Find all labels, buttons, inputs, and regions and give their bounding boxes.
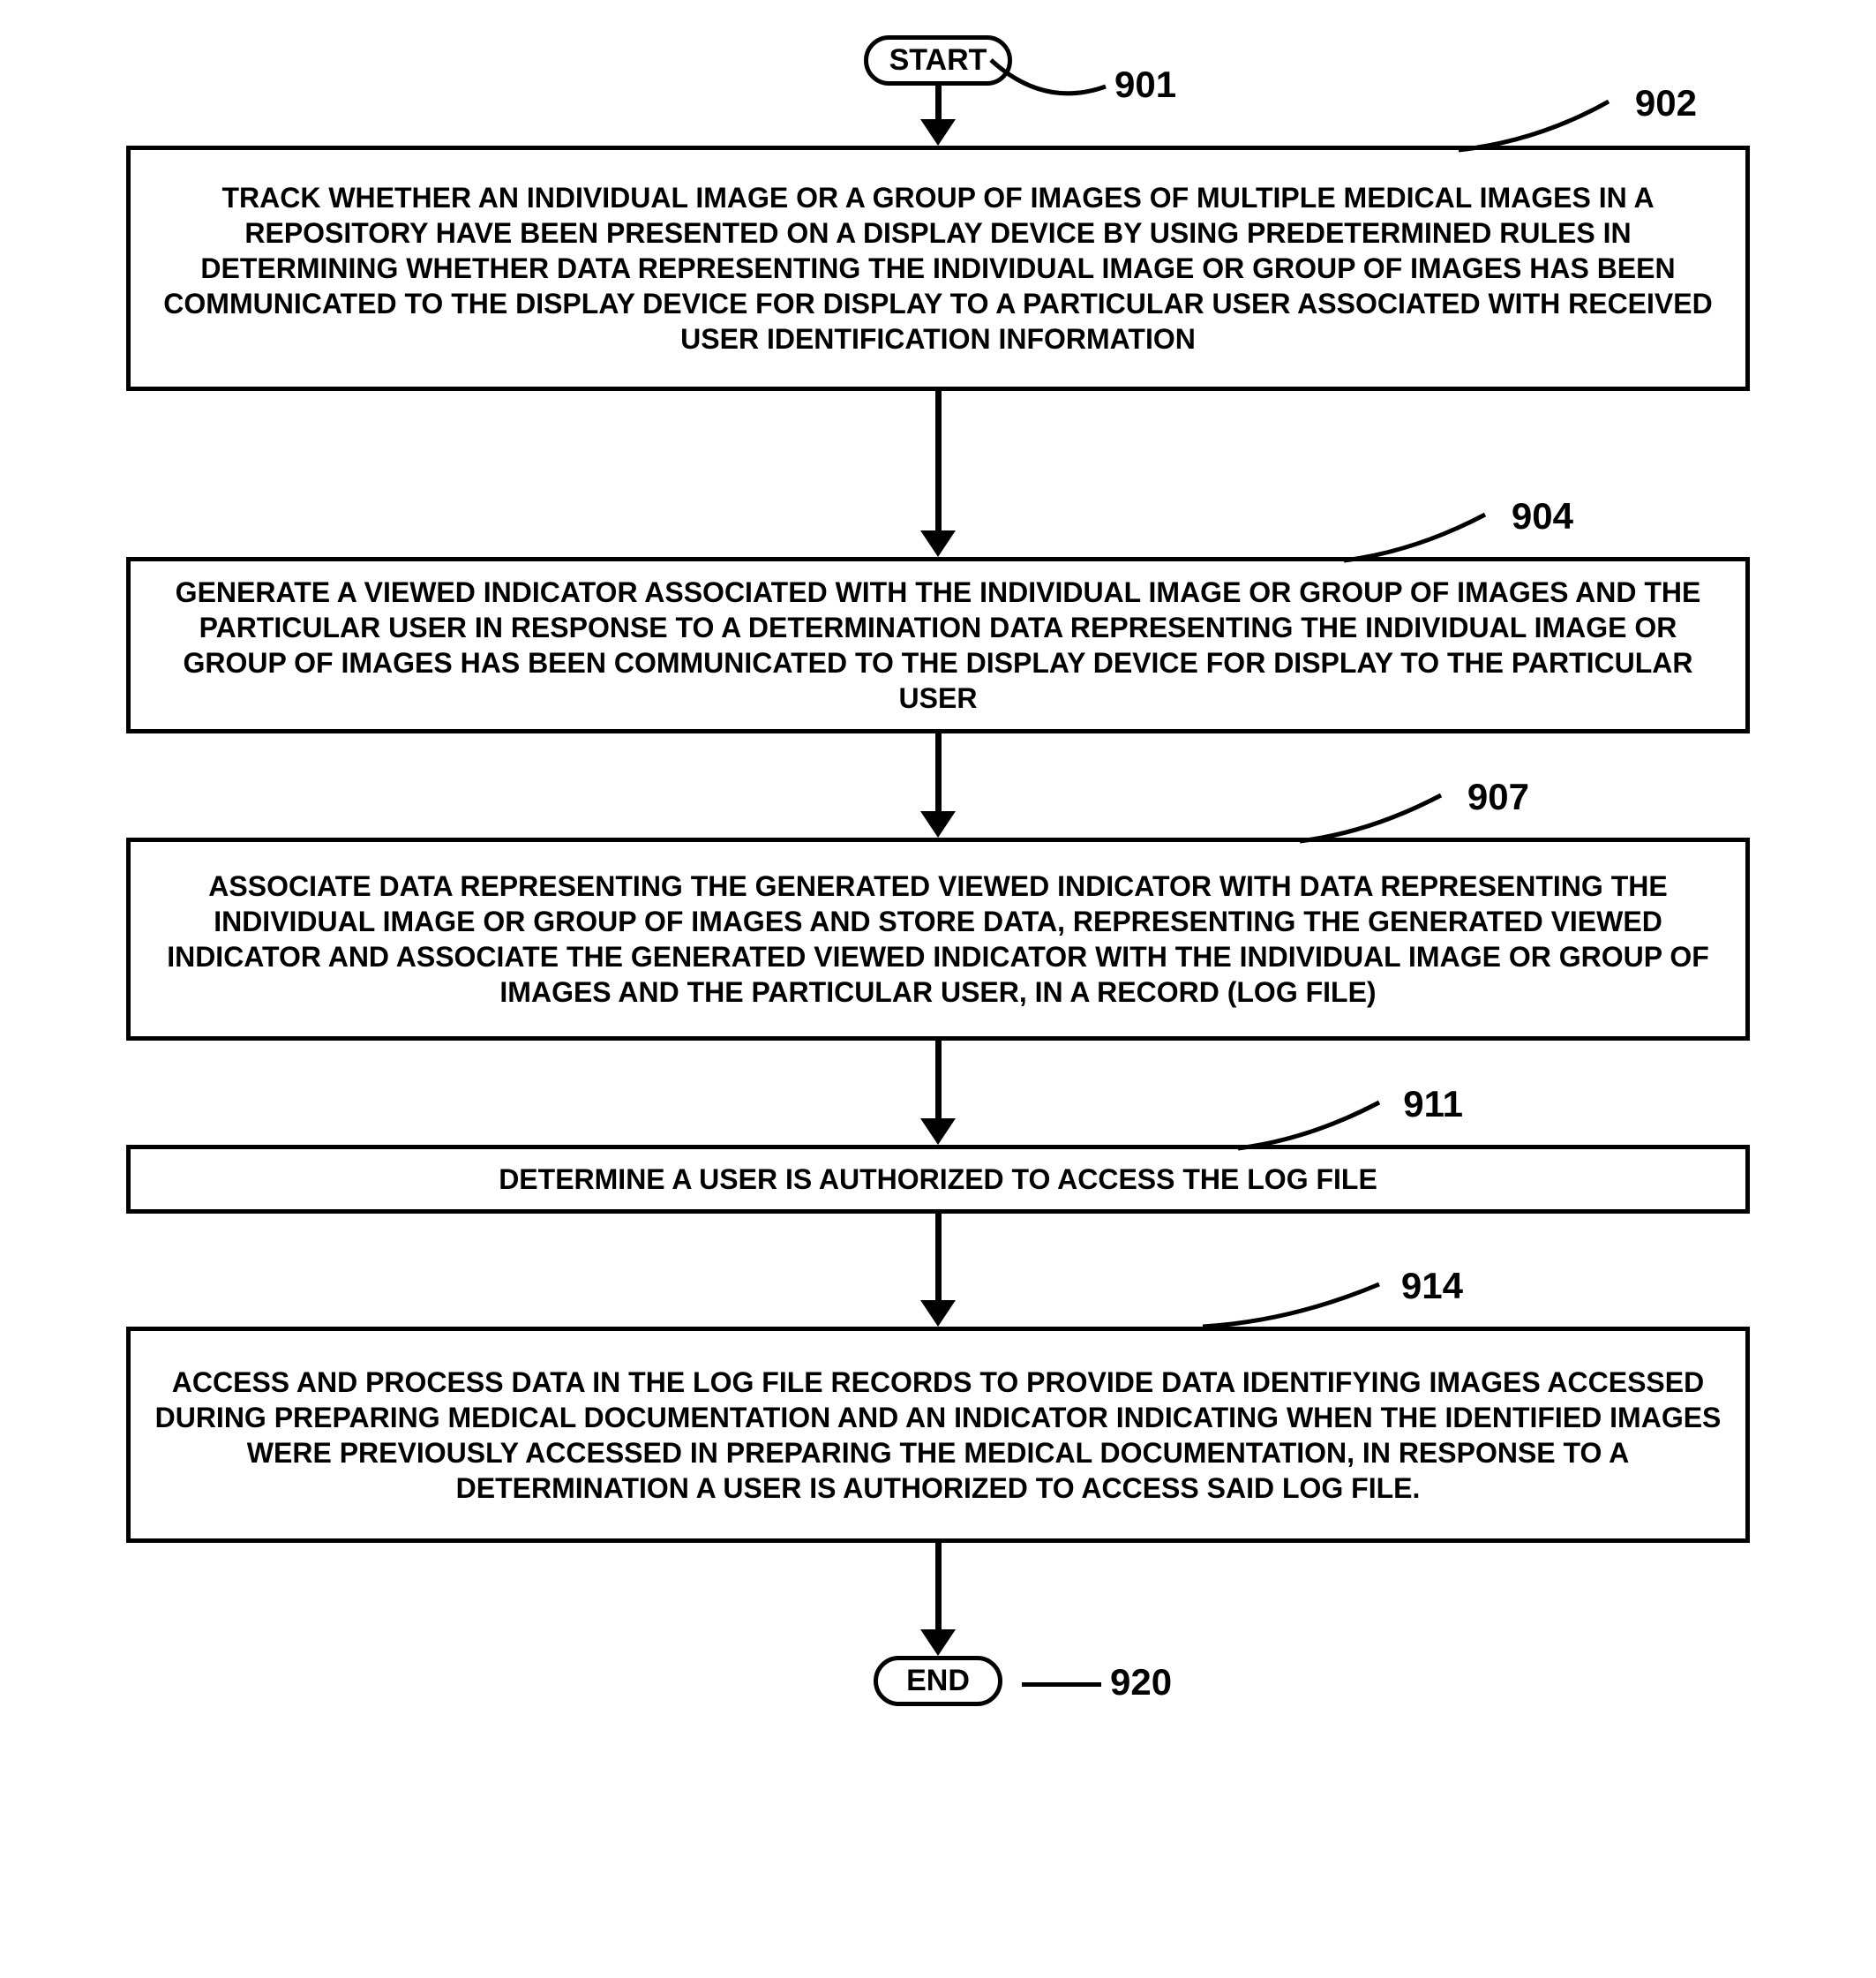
arrow-911-914 [100,1214,1776,1327]
ref-907: 907 [1467,776,1529,818]
step-904-box: GENERATE A VIEWED INDICATOR ASSOCIATED W… [126,557,1750,733]
start-label: START [889,43,987,77]
leader-907 [1300,795,1441,844]
step-904-wrap: 904 GENERATE A VIEWED INDICATOR ASSOCIAT… [100,557,1776,733]
step-914-text: ACCESS AND PROCESS DATA IN THE LOG FILE … [148,1365,1728,1506]
flowchart-container: START 901 902 TRACK WHETHER AN INDIVIDUA… [100,35,1776,1706]
step-911-wrap: 911 DETERMINE A USER IS AUTHORIZED TO AC… [100,1145,1776,1214]
end-label: END [906,1664,970,1697]
arrow-914-end [100,1543,1776,1656]
ref-901: 901 [1114,64,1176,106]
step-902-wrap: 902 TRACK WHETHER AN INDIVIDUAL IMAGE OR… [100,146,1776,391]
step-911-text: DETERMINE A USER IS AUTHORIZED TO ACCESS… [499,1162,1377,1197]
ref-904: 904 [1512,495,1573,538]
end-terminal: END [874,1656,1002,1706]
step-914-wrap: 914 ACCESS AND PROCESS DATA IN THE LOG F… [100,1327,1776,1543]
step-902-text: TRACK WHETHER AN INDIVIDUAL IMAGE OR A G… [148,180,1728,357]
leader-914 [1203,1284,1379,1333]
step-902-box: TRACK WHETHER AN INDIVIDUAL IMAGE OR A G… [126,146,1750,391]
end-row: END 920 [100,1656,1776,1706]
leader-911 [1238,1102,1379,1151]
ref-911: 911 [1403,1083,1463,1125]
leader-920 [1022,1682,1101,1687]
ref-920: 920 [1110,1661,1172,1703]
step-907-text: ASSOCIATE DATA REPRESENTING THE GENERATE… [148,869,1728,1010]
ref-914: 914 [1401,1265,1463,1307]
ref-902: 902 [1635,82,1697,124]
step-907-wrap: 907 ASSOCIATE DATA REPRESENTING THE GENE… [100,838,1776,1041]
arrow-907-911 [100,1041,1776,1145]
leader-904 [1344,515,1485,563]
leader-901 [991,60,1106,113]
step-914-box: ACCESS AND PROCESS DATA IN THE LOG FILE … [126,1327,1750,1543]
step-911-box: DETERMINE A USER IS AUTHORIZED TO ACCESS… [126,1145,1750,1214]
start-row: START 901 [100,35,1776,86]
step-904-text: GENERATE A VIEWED INDICATOR ASSOCIATED W… [148,575,1728,716]
step-907-box: ASSOCIATE DATA REPRESENTING THE GENERATE… [126,838,1750,1041]
leader-902 [1459,102,1609,154]
